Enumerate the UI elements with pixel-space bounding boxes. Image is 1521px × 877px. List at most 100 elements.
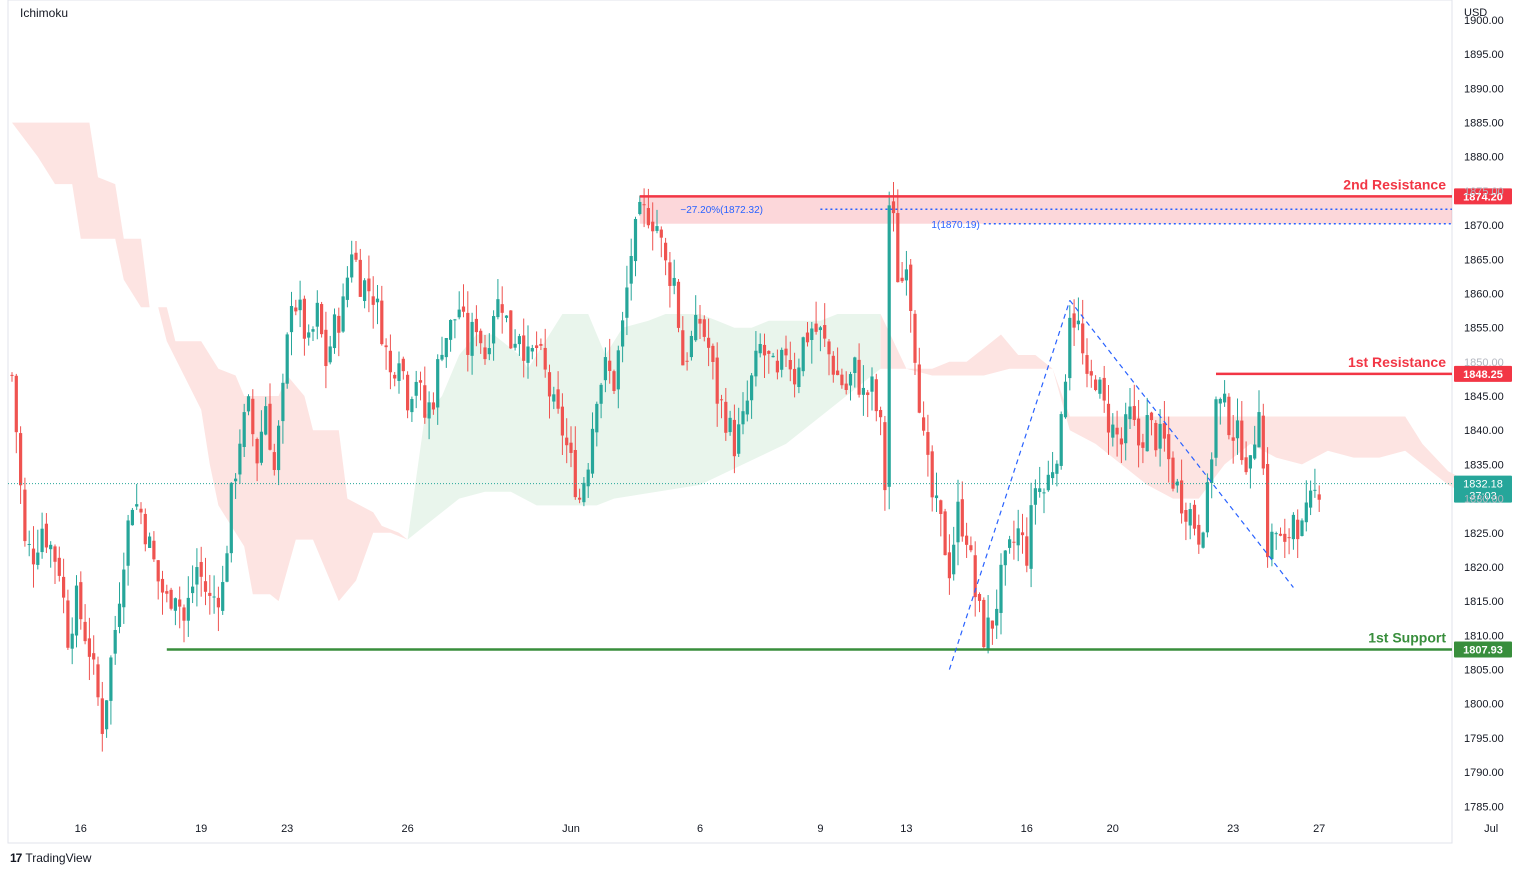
level-price-tag [1454,188,1512,205]
candle-body [375,298,380,303]
candle [590,412,595,478]
candle [1042,488,1046,514]
candle [582,477,586,507]
candle-body [1244,457,1248,473]
candle-body [135,504,139,507]
candle-body [1171,457,1175,489]
candle-body [143,513,147,545]
candle-body [242,412,246,448]
candle-body [788,360,792,370]
candle-body [1197,524,1201,545]
candle [113,615,117,665]
candle-body [599,384,603,404]
candle [298,280,302,328]
candle-body [461,306,466,312]
candle [31,526,36,588]
candle-body [1115,427,1119,435]
candle-body [255,439,259,464]
candle-body [1094,379,1098,391]
candle-body [130,509,134,526]
candle [332,308,337,354]
candle-body [844,383,848,390]
candle-body [1184,510,1188,522]
candle-body [977,594,982,601]
candle [917,347,921,414]
candle-body [689,335,693,358]
candle [315,290,319,340]
candle [547,364,552,419]
candle-body [737,424,741,454]
candle [724,387,728,441]
candle-body [165,591,169,594]
candle [1278,527,1283,537]
candle-body [578,497,582,500]
candle [1214,396,1218,467]
candle-body [719,399,724,401]
candle-body [113,629,117,654]
candle-body [358,259,362,297]
candle-body [1137,418,1141,446]
candle-body [1012,541,1016,543]
candle-body [836,370,840,376]
price-tick-label: 1800.00 [1464,699,1504,711]
price-axis[interactable]: 1785.00 1790.00 1795.00 1800.00 1805.00 1810.… [1464,15,1504,813]
candlestick-series[interactable] [10,182,1321,752]
candle [1029,482,1033,588]
candle-body [818,327,822,331]
candle [728,410,732,436]
candle [1162,400,1166,452]
candle [414,370,418,409]
candle [135,483,139,511]
candle-body [311,329,315,332]
candle [238,429,242,484]
candle-body [879,410,883,418]
candle-body [762,344,767,356]
candle [130,507,134,526]
candle [500,286,504,334]
candle [1244,441,1248,475]
candle [797,358,801,394]
candle-body [676,281,681,328]
candle-body [990,620,994,629]
candle [750,373,754,419]
candle [418,371,423,401]
candle [242,403,246,457]
candle-body [750,375,754,401]
candle [186,576,190,637]
candle-body [92,653,96,660]
tradingview-branding[interactable]: 17 TradingView [10,851,91,865]
candle [1197,514,1201,554]
candle-body [182,607,186,621]
candle [461,284,466,318]
candle [891,182,896,232]
indicator-label[interactable]: Ichimoku [20,6,69,20]
candle-body [1003,550,1007,566]
candle [672,259,676,295]
candle-body [767,350,771,354]
candle-body [522,335,526,361]
candle-body [57,557,61,576]
candle-body [36,552,40,565]
candle-body [840,374,844,386]
candle [879,406,883,436]
price-tick-label: 1790.00 [1464,767,1504,779]
candle-body [466,312,470,355]
candle-body [672,277,676,286]
candle [530,344,534,360]
price-tick-label: 1820.00 [1464,562,1504,574]
candle-body [866,392,870,396]
candle [53,544,57,584]
candle-body [616,350,620,390]
candle-body [810,328,814,340]
candle-body [1266,464,1270,558]
candle-body [1076,320,1080,325]
candle [633,216,638,277]
fib-label: 1(1870.19) [931,220,979,231]
candle-body [797,367,801,387]
candle-body [560,406,564,436]
time-axis[interactable]: 16 19 23 26 Jun 6 9 13 16 20 23 27 Jul [75,823,1499,835]
candle [904,250,908,296]
candle-body [1253,444,1257,459]
candle [1076,297,1080,331]
